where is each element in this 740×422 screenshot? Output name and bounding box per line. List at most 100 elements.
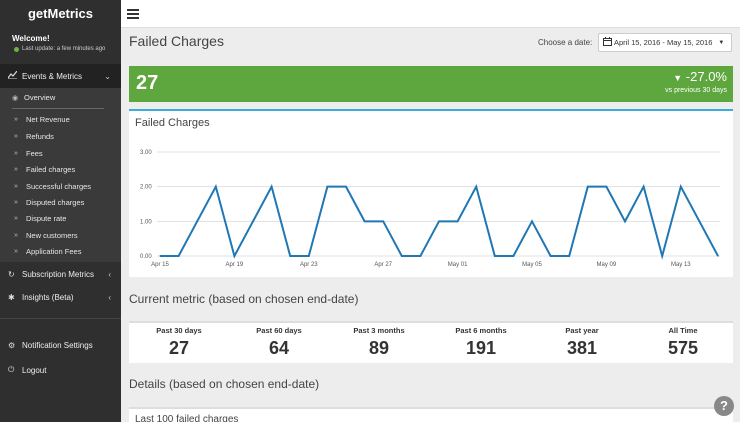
data-point (271, 186, 273, 188)
brand-logo[interactable]: getMetrics (27, 6, 94, 21)
x-tick-label: May 05 (522, 262, 542, 268)
sidebar-item-label: Net Revenue (26, 115, 70, 124)
data-point (215, 186, 217, 188)
data-point (196, 220, 198, 222)
sidebar-item-disputed-charges[interactable]: » Disputed charges (14, 198, 84, 207)
sidebar-item-fees[interactable]: » Fees (14, 149, 43, 158)
data-point (252, 220, 254, 222)
sidebar-item-label: Application Fees (26, 247, 82, 256)
sidebar-item-overview[interactable]: ◉ Overview (12, 93, 55, 102)
data-point (624, 220, 626, 222)
nav-events-metrics-label: Events & Metrics (22, 71, 83, 81)
menu-toggle-icon[interactable] (127, 9, 139, 19)
data-point (587, 186, 589, 188)
metric-label: Past 30 days (156, 326, 202, 335)
data-point (308, 255, 310, 257)
x-tick-label: Apr 27 (374, 262, 392, 268)
events-submenu: ◉ Overview » Net Revenue » Refunds » Fee… (0, 88, 121, 262)
power-icon: ⏻ (8, 365, 15, 374)
data-point (364, 220, 366, 222)
current-metric-heading: Current metric (based on chosen end-date… (129, 292, 359, 306)
kpi-change: ▼ -27.0% (673, 69, 727, 84)
data-point (680, 186, 682, 188)
double-chevron-right-icon: » (14, 232, 18, 239)
metric-past-year: Past year 381 (532, 326, 632, 359)
y-tick-label: 2.00 (140, 185, 152, 191)
data-point (512, 255, 514, 257)
x-tick-label: May 13 (671, 262, 691, 268)
metric-label: Past 3 months (353, 326, 405, 335)
sidebar-item-successful-charges[interactable]: » Successful charges (14, 182, 91, 191)
x-tick-label: Apr 15 (151, 262, 169, 268)
x-tick-label: Apr 19 (226, 262, 244, 268)
metric-label: Past 60 days (256, 326, 302, 335)
data-point (605, 186, 607, 188)
double-chevron-right-icon: » (14, 183, 18, 190)
double-chevron-right-icon: » (14, 150, 18, 157)
metric-value: 27 (168, 338, 190, 358)
line-chart-icon (7, 70, 18, 81)
y-tick-label: 0.00 (140, 254, 152, 260)
kpi-value: 27 (136, 72, 159, 94)
sidebar-item-label: New customers (26, 231, 78, 240)
kpi-change-value: -27.0% (685, 69, 727, 84)
triangle-down-icon: ▼ (673, 73, 683, 83)
data-point (326, 186, 328, 188)
sidebar-item-application-fees[interactable]: » Application Fees (14, 247, 81, 256)
data-point (159, 255, 161, 257)
double-chevron-right-icon: » (14, 166, 18, 173)
data-point (382, 220, 384, 222)
sidebar-item-label: Fees (26, 149, 43, 158)
nav-logout[interactable]: ⏻ Logout (0, 358, 121, 382)
data-point (643, 186, 645, 188)
metric-label: Past year (565, 326, 599, 335)
top-bar (121, 0, 740, 28)
nav-events-metrics[interactable]: Events & Metrics ⌄ (0, 64, 121, 88)
y-tick-label: 3.00 (140, 150, 152, 156)
metric-value: 575 (667, 338, 699, 358)
nav-notification-settings[interactable]: ⚙ Notification Settings (0, 333, 121, 357)
double-chevron-right-icon: » (14, 215, 18, 222)
gear-icon: ⚙ (8, 340, 16, 350)
chevron-left-icon: ‹ (108, 292, 111, 302)
caret-down-icon: ▼ (718, 39, 725, 46)
sidebar-item-label: Successful charges (26, 182, 92, 191)
data-point (233, 255, 235, 257)
data-point (494, 255, 496, 257)
data-point (698, 220, 701, 222)
sidebar-item-label: Failed charges (26, 165, 76, 174)
sidebar-item-dispute-rate[interactable]: » Dispute rate (14, 214, 66, 223)
details-panel-title: Last 100 failed charges (135, 414, 239, 422)
data-point (568, 255, 570, 257)
metric-value: 89 (368, 338, 390, 358)
chevron-down-icon: ⌄ (104, 71, 111, 81)
sidebar-item-new-customers[interactable]: » New customers (14, 231, 78, 240)
metric-label: Past 6 months (455, 326, 507, 335)
sidebar-item-label: Overview (24, 93, 56, 102)
refresh-icon: ↻ (8, 269, 15, 279)
nav-subscription-metrics[interactable]: ↻ Subscription Metrics ‹ (0, 262, 121, 286)
help-icon[interactable]: ? (714, 396, 734, 416)
last-update: Last update: a few minutes ago (0, 43, 121, 52)
nav-insights[interactable]: ✱ Insights (Beta) ‹ (0, 285, 121, 309)
data-point (178, 255, 180, 257)
data-point (531, 220, 533, 222)
sidebar-item-net-revenue[interactable]: » Net Revenue (14, 115, 70, 124)
kpi-banner: 27 ▼ -27.0% vs previous 30 days (129, 66, 733, 102)
date-range-picker[interactable]: April 15, 2016 - May 15, 2016 ▼ (598, 33, 732, 52)
data-point (419, 255, 421, 257)
welcome-text: Welcome! (12, 34, 50, 43)
x-tick-label: May 01 (448, 262, 468, 268)
nav-subscription-label: Subscription Metrics (22, 269, 95, 279)
metric-past-3-months: Past 3 months 89 (329, 326, 429, 359)
bolt-icon: ✱ (8, 292, 15, 302)
sidebar-item-refunds[interactable]: » Refunds (14, 132, 54, 141)
data-point (401, 255, 403, 257)
sidebar-item-label: Disputed charges (26, 198, 85, 207)
nav-notification-label: Notification Settings (22, 340, 93, 350)
sidebar-item-failed-charges[interactable]: » Failed charges (14, 165, 75, 174)
kpi-comparison: vs previous 30 days (665, 87, 727, 94)
data-point (289, 255, 291, 257)
x-tick-label: Apr 23 (300, 262, 318, 268)
dashboard-icon: ◉ (12, 94, 19, 102)
